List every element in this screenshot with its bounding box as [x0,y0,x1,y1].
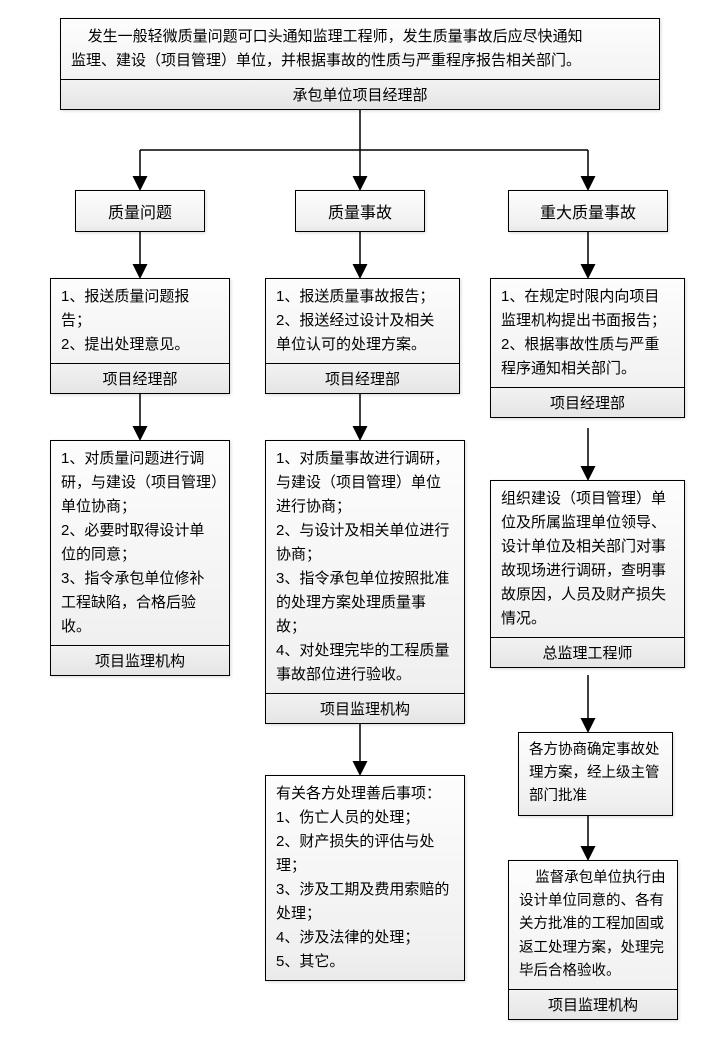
node-a1-body: 1、报送质量问题报告； 2、提出处理意见。 [51,279,229,363]
node-root-body: 发生一般轻微质量问题可口头通知监理工程师，发生质量事故后应尽快通知 监理、建设（… [61,19,659,79]
node-c4: 监督承包单位执行由设计单位同意的、各有关方批准的工程加固或返工处理方案，处理完毕… [508,860,678,1020]
node-cat2: 质量事故 [295,190,425,232]
node-cat2-label: 质量事故 [328,205,392,222]
node-c2-footer: 总监理工程师 [491,637,684,667]
node-cat1-label: 质量问题 [108,205,172,222]
node-b2-body: 1、对质量事故进行调研，与建设（项目管理）单位进行协商； 2、与设计及相关单位进… [266,441,464,693]
node-root-footer: 承包单位项目经理部 [61,79,659,109]
node-cat1: 质量问题 [75,190,205,232]
node-c3-body: 各方协商确定事故处理方案，经上级主管部门批准 [519,733,672,815]
node-c1-footer: 项目经理部 [491,387,684,417]
node-cat3: 重大质量事故 [508,190,668,232]
node-c4-body: 监督承包单位执行由设计单位同意的、各有关方批准的工程加固或返工处理方案，处理完毕… [509,861,677,989]
node-a2-footer: 项目监理机构 [51,645,229,675]
node-a2-body: 1、对质量问题进行调研，与建设（项目管理）单位协商； 2、必要时取得设计单位的同… [51,441,229,645]
node-b2-footer: 项目监理机构 [266,693,464,723]
node-b1-footer: 项目经理部 [266,363,459,393]
node-c1-body: 1、在规定时限内向项目监理机构提出书面报告； 2、根据事故性质与严重程序通知相关… [491,279,684,387]
node-b3: 有关各方处理善后事项： 1、伤亡人员的处理； 2、财产损失的评估与处理； 3、涉… [265,775,465,981]
node-c2-body: 组织建设（项目管理）单位及所属监理单位领导、设计单位及相关部门对事故现场进行调研… [491,481,684,637]
node-root: 发生一般轻微质量问题可口头通知监理工程师，发生质量事故后应尽快通知 监理、建设（… [60,18,660,110]
node-cat3-label: 重大质量事故 [540,205,636,222]
node-a2: 1、对质量问题进行调研，与建设（项目管理）单位协商； 2、必要时取得设计单位的同… [50,440,230,676]
node-c3: 各方协商确定事故处理方案，经上级主管部门批准 [518,732,673,816]
node-a1: 1、报送质量问题报告； 2、提出处理意见。 项目经理部 [50,278,230,394]
node-b3-body: 有关各方处理善后事项： 1、伤亡人员的处理； 2、财产损失的评估与处理； 3、涉… [266,776,464,980]
node-b2: 1、对质量事故进行调研，与建设（项目管理）单位进行协商； 2、与设计及相关单位进… [265,440,465,724]
node-c4-footer: 项目监理机构 [509,989,677,1019]
node-c1: 1、在规定时限内向项目监理机构提出书面报告； 2、根据事故性质与严重程序通知相关… [490,278,685,418]
node-b1-body: 1、报送质量事故报告； 2、报送经过设计及相关单位认可的处理方案。 [266,279,459,363]
node-c2: 组织建设（项目管理）单位及所属监理单位领导、设计单位及相关部门对事故现场进行调研… [490,480,685,668]
node-a1-footer: 项目经理部 [51,363,229,393]
node-b1: 1、报送质量事故报告； 2、报送经过设计及相关单位认可的处理方案。 项目经理部 [265,278,460,394]
